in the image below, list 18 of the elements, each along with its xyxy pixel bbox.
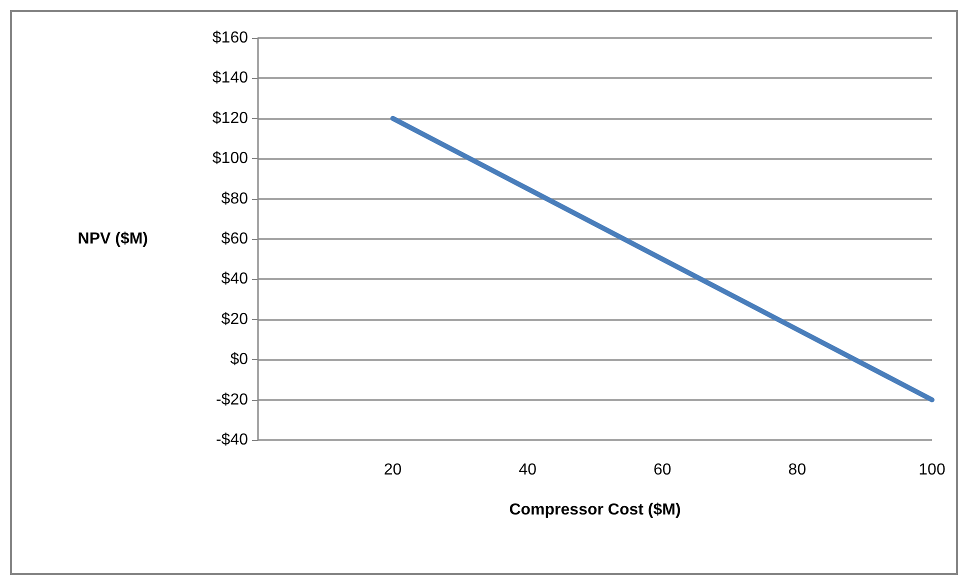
x-tick-label: 80 (788, 462, 806, 478)
y-tick-label: -$20 (216, 391, 248, 408)
x-tick-label: 100 (918, 462, 946, 478)
y-tick-label: $120 (212, 110, 248, 127)
y-tick-label: $160 (212, 30, 248, 46)
y-tick-label: $80 (221, 190, 248, 208)
x-tick-label: 40 (518, 462, 537, 478)
y-axis-title: NPV ($M) (78, 230, 148, 248)
y-tick-label: $100 (212, 150, 248, 168)
x-tick-label: 60 (654, 462, 672, 478)
y-tick-label: -$40 (216, 432, 248, 448)
y-tick-label: $140 (212, 70, 248, 87)
x-tick-label: 20 (384, 462, 402, 478)
y-tick-label: $20 (221, 310, 248, 328)
y-tick-label: $0 (230, 351, 248, 368)
x-axis-title: Compressor Cost ($M) (509, 502, 681, 518)
y-tick-label: $40 (221, 270, 248, 288)
y-tick-label: $60 (221, 230, 248, 248)
